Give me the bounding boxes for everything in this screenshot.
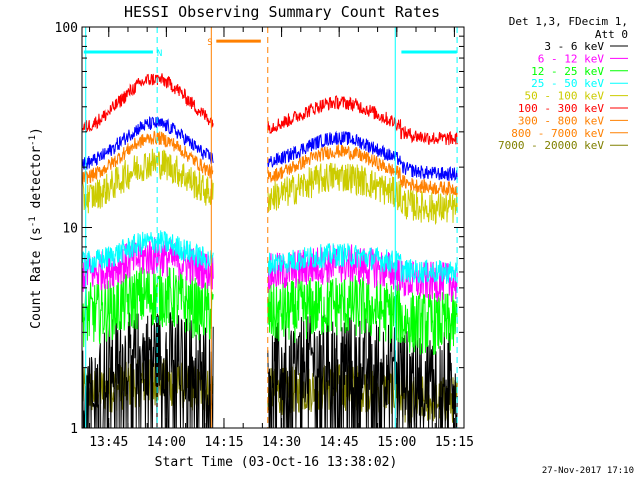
x-tick-label: 14:15 xyxy=(204,435,243,450)
y-axis: 1 10 100 xyxy=(55,21,464,437)
series-line xyxy=(267,274,458,356)
series-line xyxy=(267,162,458,226)
series-line xyxy=(267,95,458,146)
footer-timestamp: 27-Nov-2017 17:10 xyxy=(542,466,634,476)
y-tick-label: 10 xyxy=(62,222,78,237)
flag-label: S xyxy=(207,38,212,48)
series-line xyxy=(82,148,214,214)
legend-entry: 12 - 25 keV xyxy=(531,65,604,78)
series-line xyxy=(267,144,458,196)
x-tick-label: 13:45 xyxy=(89,435,128,450)
series-line xyxy=(82,115,214,170)
legend-header-line-2: Att 0 xyxy=(595,28,628,41)
series-line xyxy=(267,244,458,302)
x-tick-label: 14:45 xyxy=(320,435,359,450)
x-axis: 13:45 14:00 14:15 14:30 14:45 15:00 15:15 xyxy=(89,27,474,450)
series-line xyxy=(82,264,214,348)
x-tick-label: 14:00 xyxy=(147,435,186,450)
legend-entry: 7000 - 20000 keV xyxy=(498,139,604,152)
legend-entry: 300 - 800 keV xyxy=(518,114,604,127)
x-tick-label: 14:30 xyxy=(262,435,301,450)
series-layer xyxy=(82,73,458,428)
x-axis-label: Start Time (03-Oct-16 13:38:02) xyxy=(155,455,398,470)
series-line xyxy=(82,73,214,132)
x-tick-label: 15:00 xyxy=(377,435,416,450)
series-line xyxy=(82,230,214,274)
legend-entry: 50 - 100 keV xyxy=(525,90,605,103)
series-line xyxy=(82,130,214,185)
series-line xyxy=(267,313,458,428)
y-tick-label: 1 xyxy=(70,422,78,437)
y-tick-label: 100 xyxy=(55,21,78,36)
series-line xyxy=(267,130,458,182)
flag-label: N xyxy=(157,49,162,59)
x-tick-label: 15:15 xyxy=(435,435,474,450)
series-line xyxy=(267,243,458,284)
legend-entry: 100 - 300 keV xyxy=(518,102,604,115)
legend-entry: 800 - 7000 keV xyxy=(511,127,604,140)
legend-header-line-1: Det 1,3, FDecim 1, xyxy=(509,15,628,28)
chart-title: HESSI Observing Summary Count Rates xyxy=(124,3,440,21)
legend-entry: 6 - 12 keV xyxy=(538,52,605,65)
legend-entry: 3 - 6 keV xyxy=(544,40,604,53)
legend-entry: 25 - 50 keV xyxy=(531,77,604,90)
y-axis-label: Count Rate (s-1 detector-1) xyxy=(28,127,44,329)
series-line xyxy=(82,312,214,428)
